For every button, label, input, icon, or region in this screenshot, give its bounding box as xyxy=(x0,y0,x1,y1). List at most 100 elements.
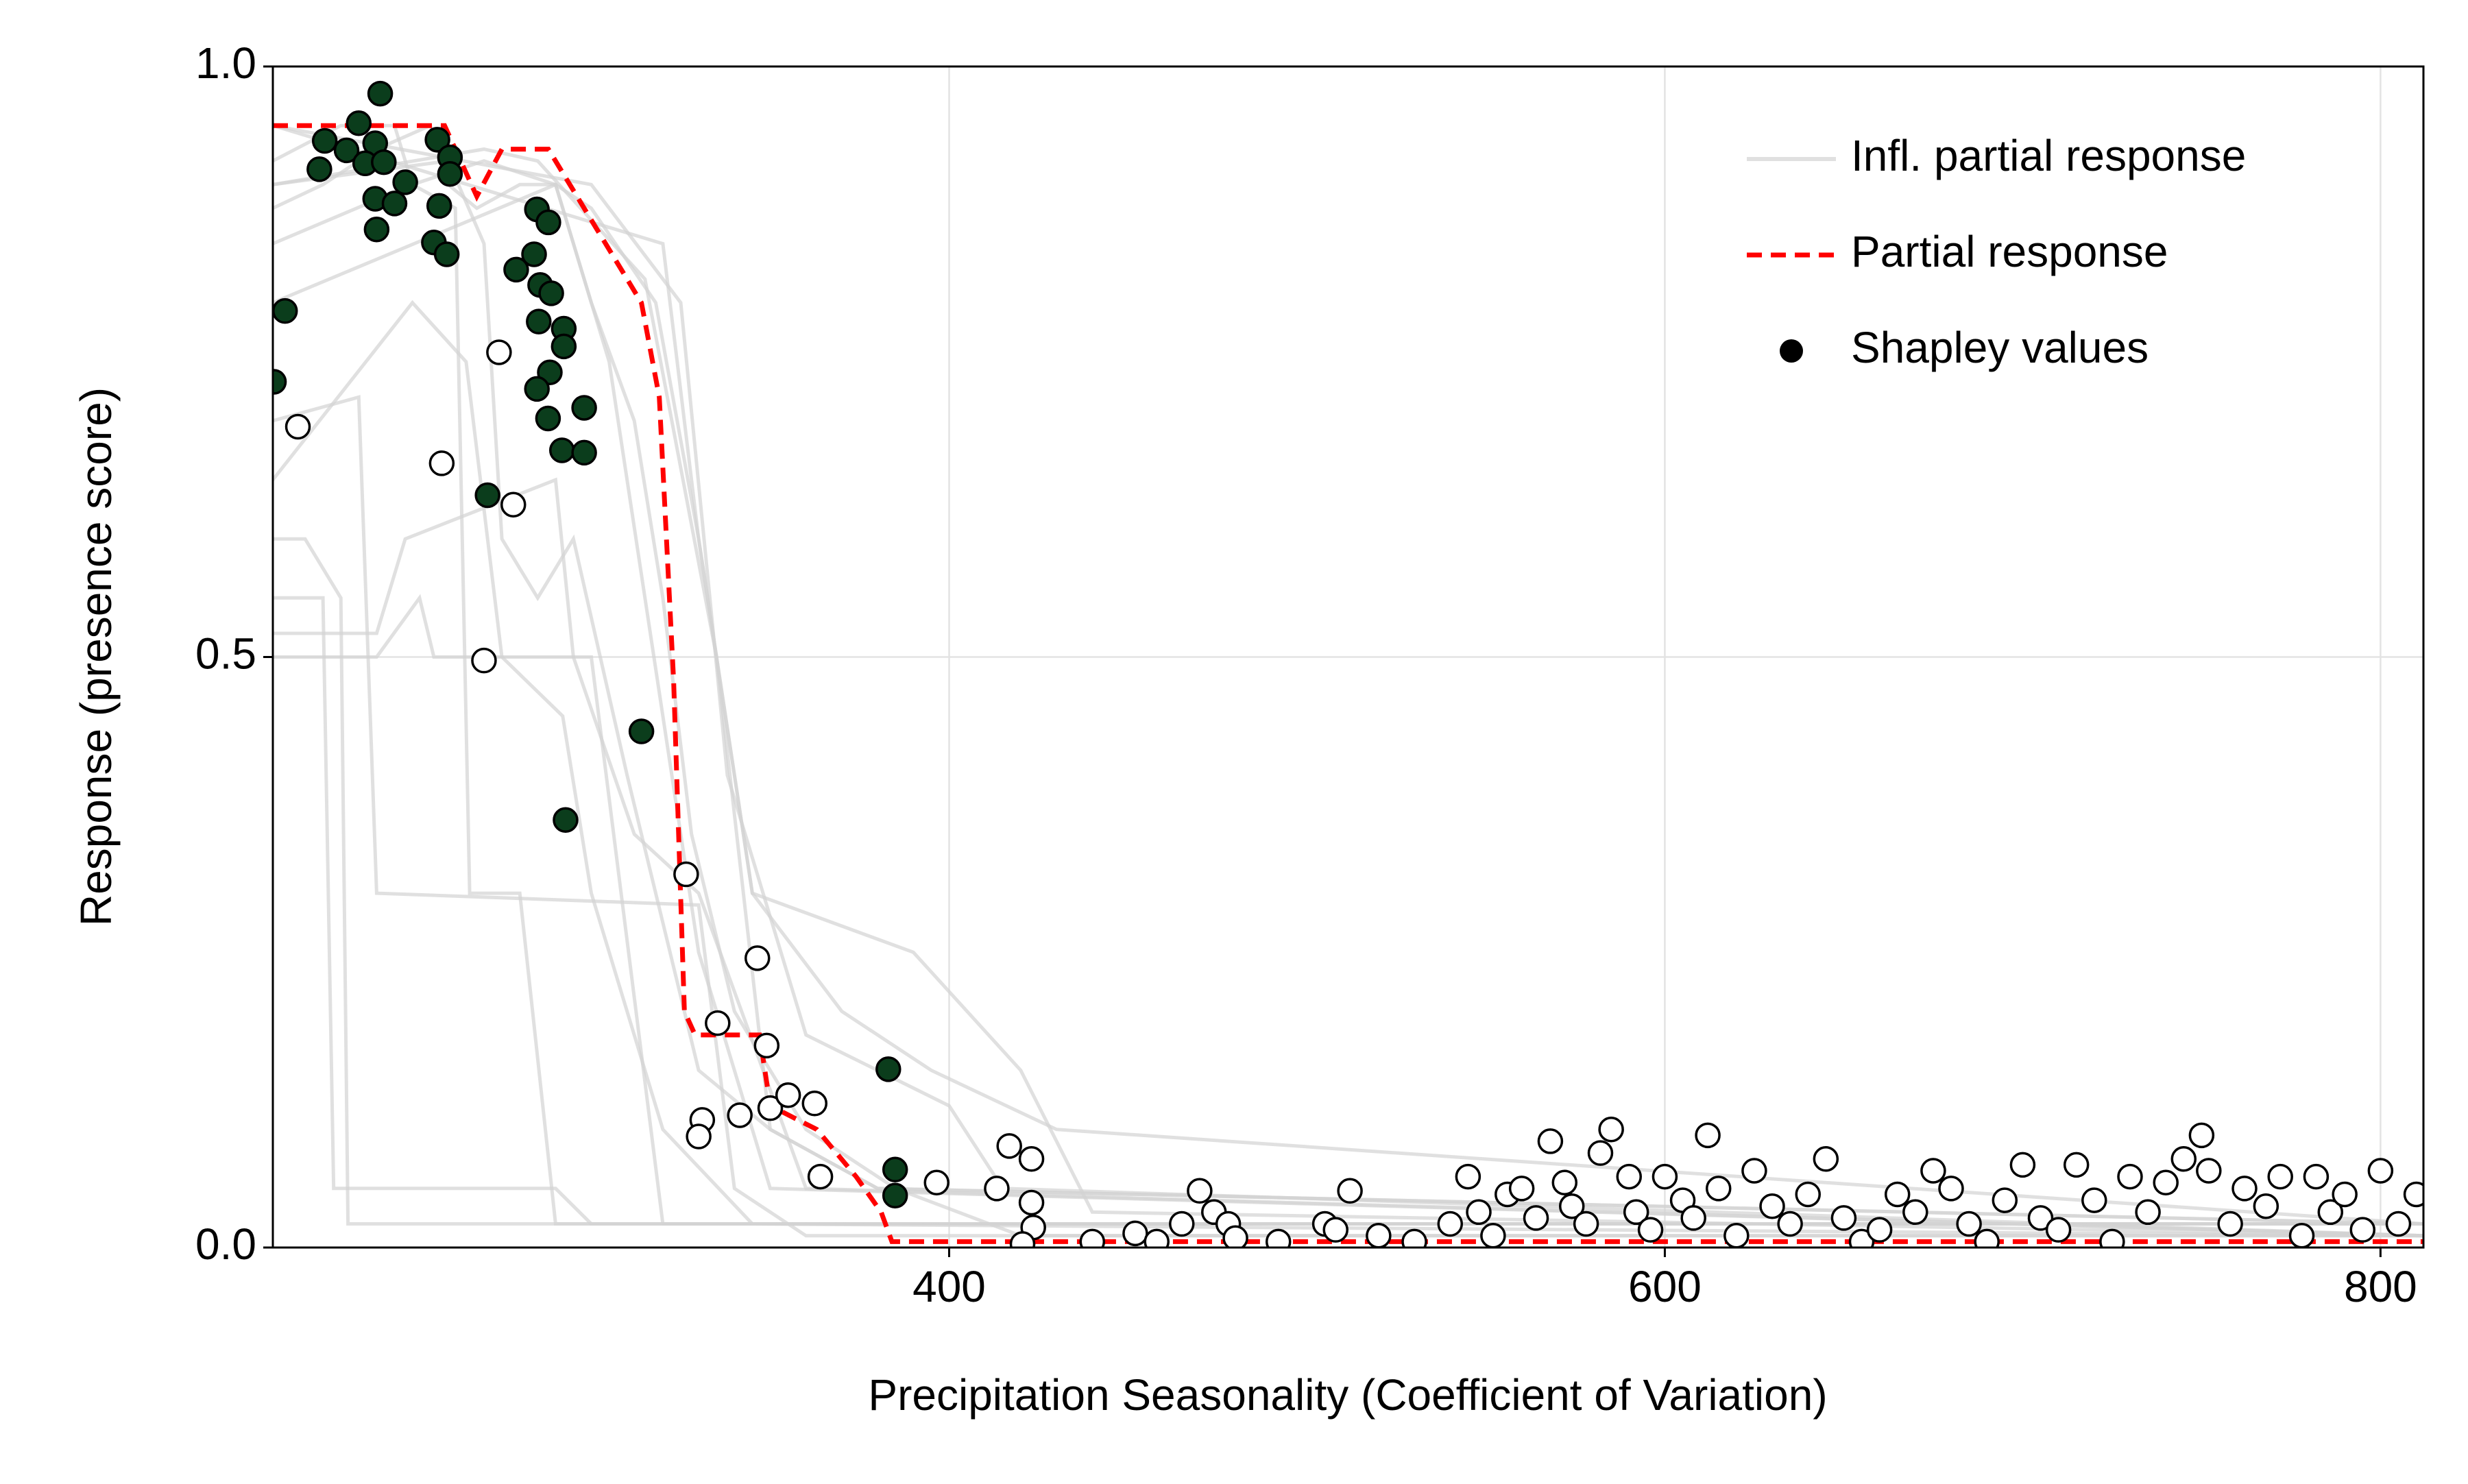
shapley-point xyxy=(2170,1146,2197,1172)
shapley-point xyxy=(757,1095,784,1121)
shapley-point xyxy=(486,339,512,365)
shapley-point xyxy=(1759,1193,1785,1219)
shapley-point xyxy=(371,149,397,175)
shapley-point xyxy=(1598,1116,1624,1143)
shapley-point xyxy=(2267,1163,2293,1190)
shapley-point xyxy=(1169,1211,1195,1237)
y-tick-label: 0.5 xyxy=(195,629,256,678)
shapley-point xyxy=(2099,1228,2125,1248)
shapley-point xyxy=(363,217,390,243)
legend-label: Infl. partial response xyxy=(1851,131,2246,180)
shapley-point xyxy=(2196,1158,2222,1184)
shapley-point xyxy=(744,945,771,971)
shapley-point xyxy=(1884,1181,1911,1208)
shapley-point xyxy=(984,1176,1010,1202)
shapley-point xyxy=(673,861,699,888)
shapley-point xyxy=(727,1102,753,1128)
y-tick-label: 1.0 xyxy=(195,38,256,88)
shapley-point xyxy=(1322,1217,1348,1243)
shapley-point xyxy=(471,647,497,674)
shapley-point xyxy=(2303,1163,2330,1190)
shapley-point xyxy=(526,308,552,334)
shapley-point xyxy=(273,369,287,395)
shapley-point xyxy=(1337,1178,1363,1204)
shapley-point xyxy=(775,1082,801,1108)
shapley-point xyxy=(1437,1211,1464,1237)
shapley-point xyxy=(1705,1176,1732,1202)
x-axis-label: Precipitation Seasonality (Coefficient o… xyxy=(868,1370,1827,1420)
shapley-point xyxy=(1401,1228,1427,1248)
shapley-point xyxy=(1466,1199,1492,1226)
shapley-point xyxy=(628,718,655,744)
shapley-point xyxy=(2081,1187,2107,1213)
influence-line xyxy=(273,395,2423,1238)
shapley-point xyxy=(538,280,564,306)
shapley-point xyxy=(524,376,550,402)
shapley-point xyxy=(1523,1205,1549,1231)
shapley-point xyxy=(553,807,579,834)
shapley-point xyxy=(801,1091,828,1117)
influence-line xyxy=(273,300,2423,1238)
shapley-point xyxy=(1265,1228,1292,1248)
shapley-point xyxy=(1813,1146,1839,1172)
shapley-point xyxy=(2332,1181,2358,1208)
shapley-point xyxy=(1974,1228,2000,1248)
shapley-point xyxy=(1455,1163,1481,1190)
shapley-point xyxy=(1558,1193,1585,1219)
shapley-point xyxy=(474,482,500,509)
influence-line xyxy=(273,182,2423,1226)
shapley-point xyxy=(500,491,527,518)
shapley-point xyxy=(571,439,597,466)
shapley-point xyxy=(1018,1146,1045,1172)
shapley-point xyxy=(1222,1225,1248,1248)
influence-line xyxy=(273,596,2423,1226)
y-axis-label: Response (presence score) xyxy=(71,387,121,926)
shapley-point xyxy=(1551,1169,1578,1195)
shapley-point xyxy=(437,161,463,187)
shapley-point xyxy=(306,156,332,182)
shapley-point xyxy=(1992,1187,2018,1213)
partial-response-line xyxy=(273,123,2423,1244)
shapley-point xyxy=(1652,1163,1678,1190)
shapley-point xyxy=(2027,1205,2054,1231)
shapley-point xyxy=(1795,1181,1821,1208)
shapley-point xyxy=(392,169,418,195)
shapley-point xyxy=(1587,1140,1614,1166)
shapley-point xyxy=(2288,1223,2315,1248)
shapley-point xyxy=(1956,1211,1982,1237)
shapley-point xyxy=(433,241,460,267)
shapley-point xyxy=(875,1056,902,1082)
shapley-point xyxy=(1508,1176,1535,1202)
shapley-point xyxy=(551,333,577,360)
shapley-point xyxy=(367,80,394,107)
shapley-point xyxy=(273,297,298,324)
axes: 400 600 800 0.0 0.5 1.0 xyxy=(195,38,2425,1311)
influence-line xyxy=(273,123,2423,1238)
shapley-point xyxy=(1537,1128,1564,1154)
shapley-point xyxy=(571,395,597,421)
shapley-point xyxy=(2153,1169,2179,1195)
shapley-point xyxy=(2403,1181,2423,1208)
shapley-point xyxy=(807,1163,834,1190)
influence-line xyxy=(273,123,2423,1238)
shapley-point xyxy=(753,1032,780,1059)
shapley-point xyxy=(2063,1152,2090,1178)
shapley-point xyxy=(1623,1199,1649,1226)
shapley-point xyxy=(1009,1231,1036,1248)
shapley-point xyxy=(1777,1211,1803,1237)
shapley-point xyxy=(1723,1223,1750,1248)
shapley-point xyxy=(705,1010,731,1036)
shapley-point xyxy=(2349,1217,2376,1243)
shapley-point xyxy=(535,209,561,236)
shapley-point xyxy=(1830,1205,1857,1231)
shapley-point xyxy=(2009,1152,2036,1178)
shapley-point xyxy=(424,127,450,153)
shapley-point xyxy=(285,413,311,440)
shapley-point xyxy=(1187,1178,1213,1204)
shapley-point xyxy=(1122,1220,1148,1247)
shapley-point xyxy=(426,193,452,219)
shapley-point xyxy=(1480,1223,1506,1248)
shapley-point xyxy=(1920,1158,1946,1184)
y-tick-label: 0.0 xyxy=(195,1219,256,1269)
shapley-point xyxy=(1144,1228,1170,1248)
